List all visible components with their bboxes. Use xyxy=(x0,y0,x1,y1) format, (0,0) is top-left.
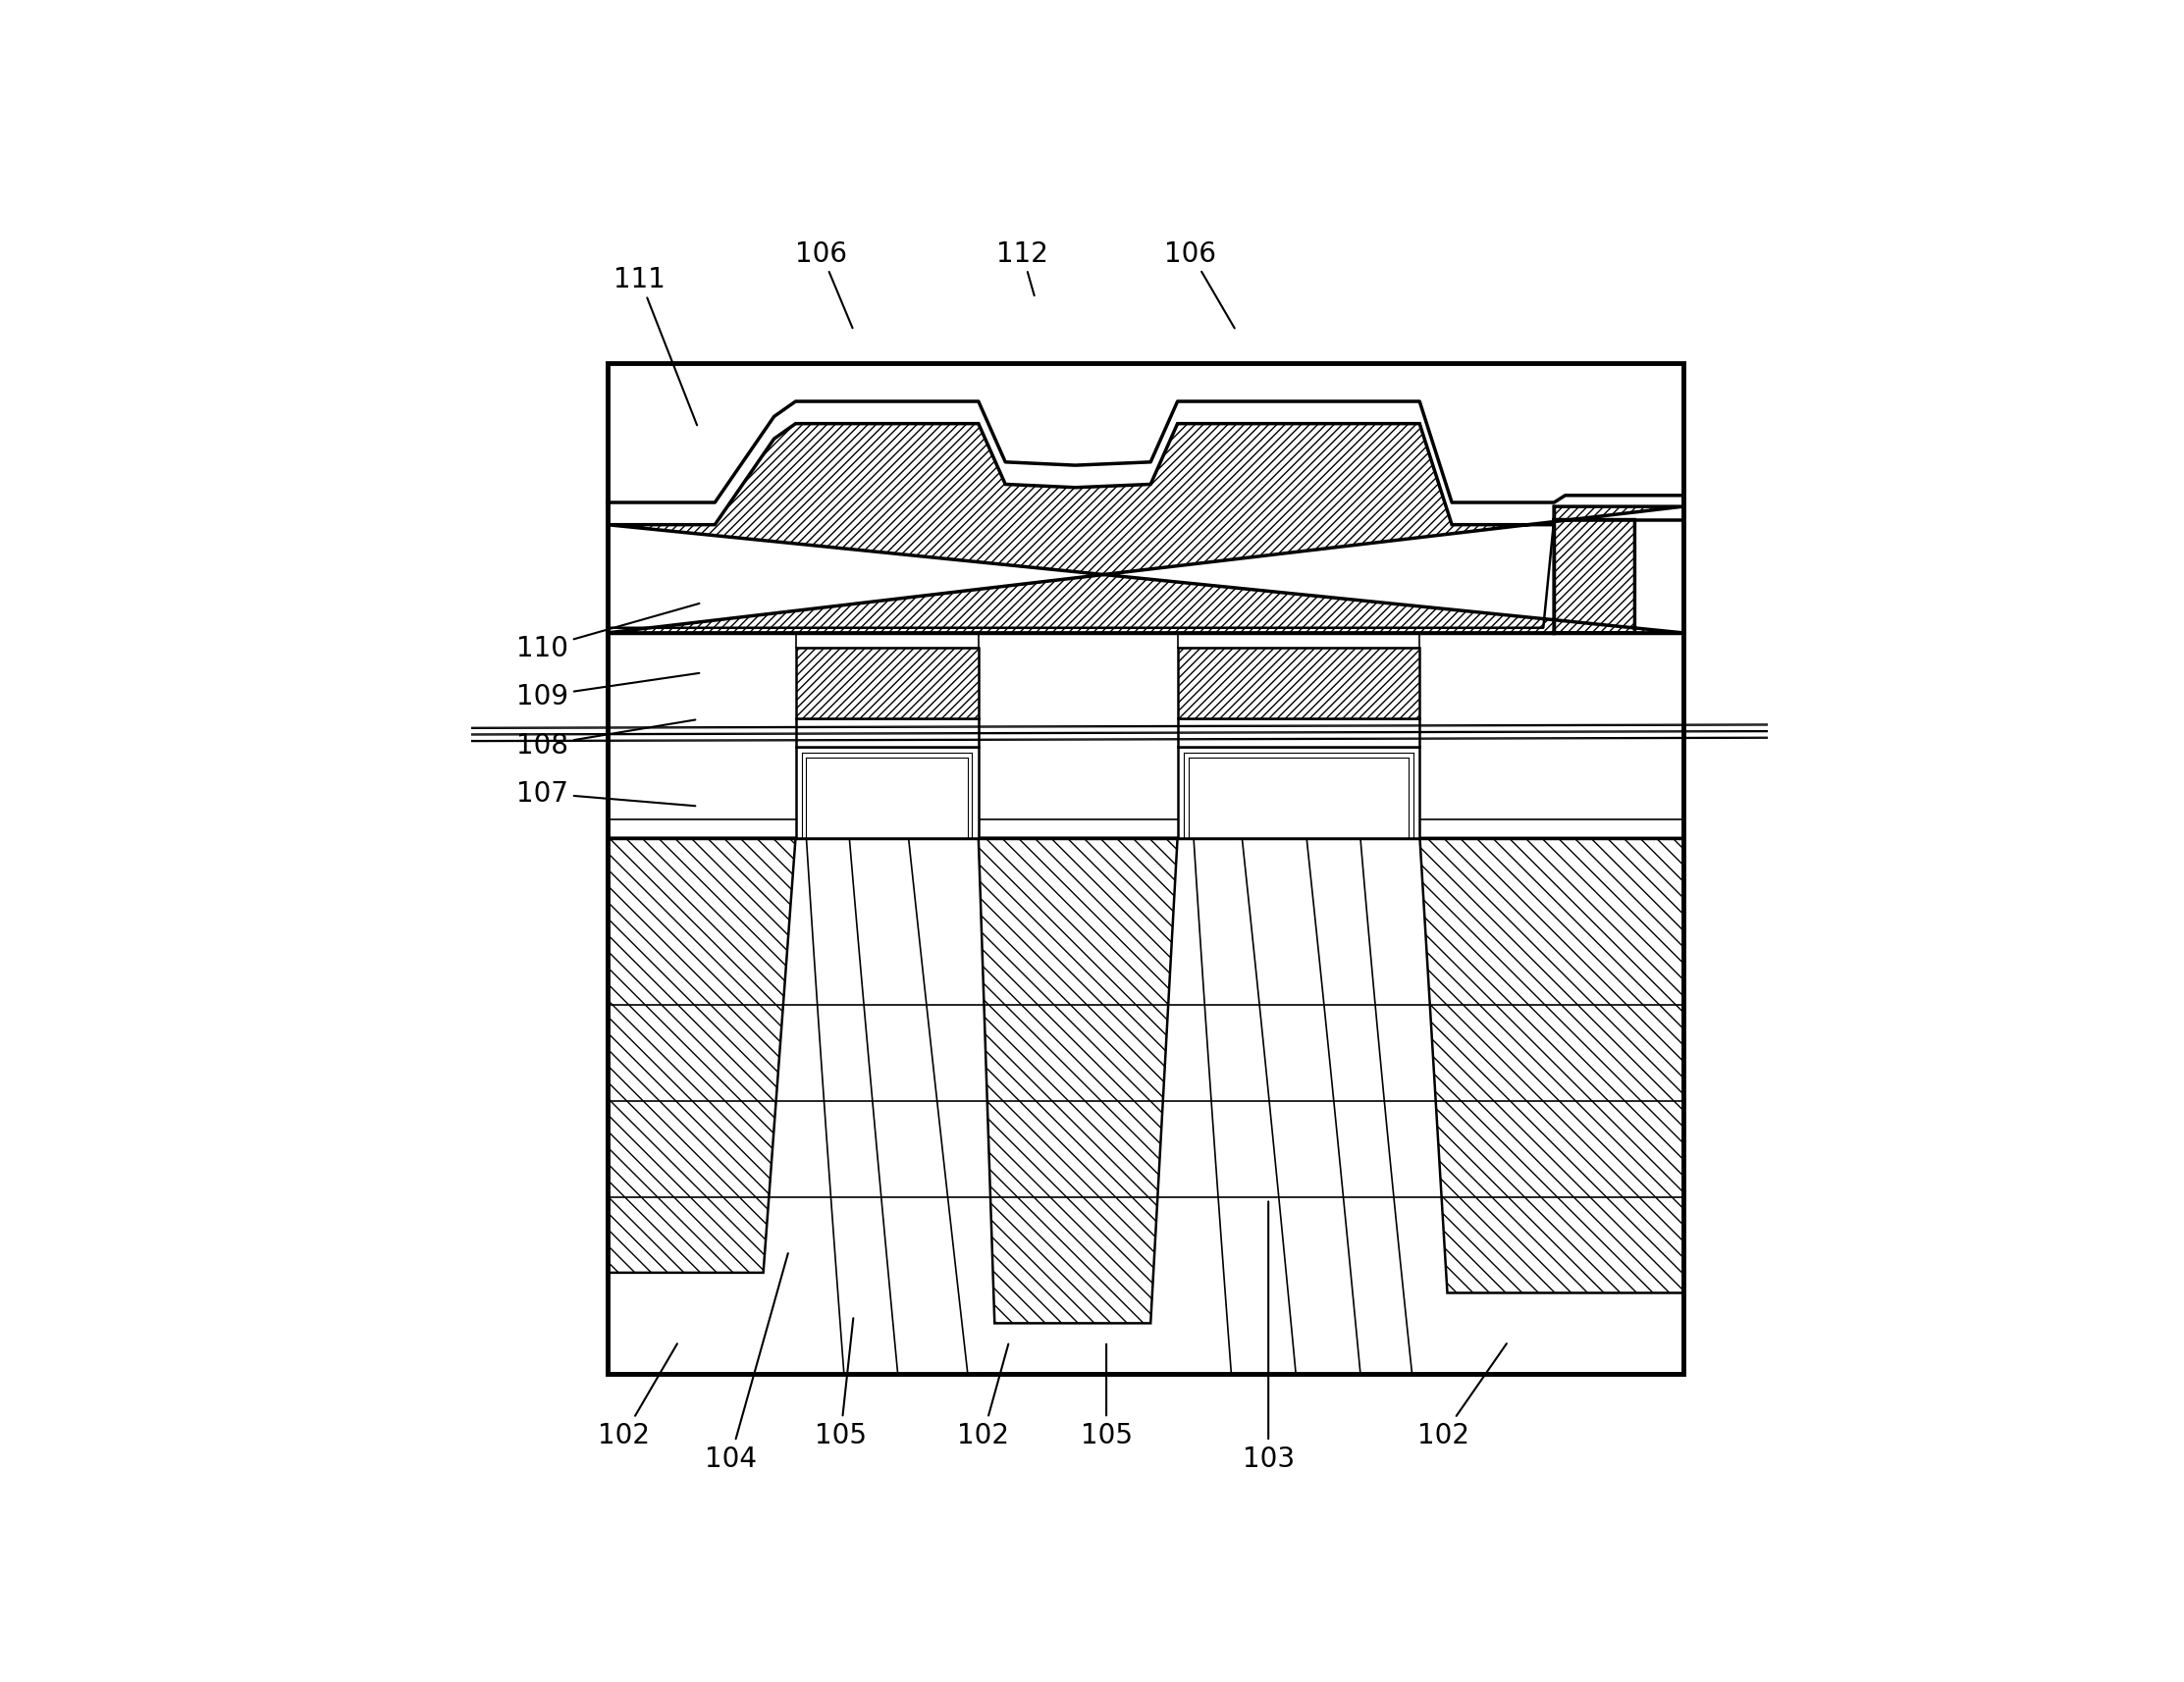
Text: 107: 107 xyxy=(515,780,695,807)
Polygon shape xyxy=(1177,634,1420,649)
Polygon shape xyxy=(795,747,978,839)
Polygon shape xyxy=(1177,649,1420,720)
Polygon shape xyxy=(795,649,978,720)
Text: 102: 102 xyxy=(598,1344,677,1448)
Text: 102: 102 xyxy=(957,1344,1009,1448)
Polygon shape xyxy=(1177,720,1420,747)
Text: 111: 111 xyxy=(614,266,697,426)
Text: 105: 105 xyxy=(815,1319,867,1448)
Polygon shape xyxy=(1177,747,1420,839)
Bar xyxy=(607,363,1684,1374)
Polygon shape xyxy=(795,720,978,747)
Polygon shape xyxy=(1177,839,1420,1374)
Polygon shape xyxy=(607,839,795,1273)
Text: 103: 103 xyxy=(1243,1203,1295,1472)
Text: 106: 106 xyxy=(795,241,852,330)
Polygon shape xyxy=(607,424,1684,634)
Text: 104: 104 xyxy=(705,1253,788,1472)
Polygon shape xyxy=(978,839,1177,1324)
Polygon shape xyxy=(607,839,1684,1374)
Text: 108: 108 xyxy=(515,720,695,760)
Text: 105: 105 xyxy=(1081,1344,1131,1448)
Text: 102: 102 xyxy=(1417,1344,1507,1448)
Text: 112: 112 xyxy=(996,241,1048,296)
Polygon shape xyxy=(1420,839,1684,1293)
Text: 109: 109 xyxy=(515,674,699,710)
Text: 110: 110 xyxy=(515,604,699,663)
Text: 106: 106 xyxy=(1164,241,1234,330)
Polygon shape xyxy=(795,839,978,1374)
Polygon shape xyxy=(795,634,978,649)
